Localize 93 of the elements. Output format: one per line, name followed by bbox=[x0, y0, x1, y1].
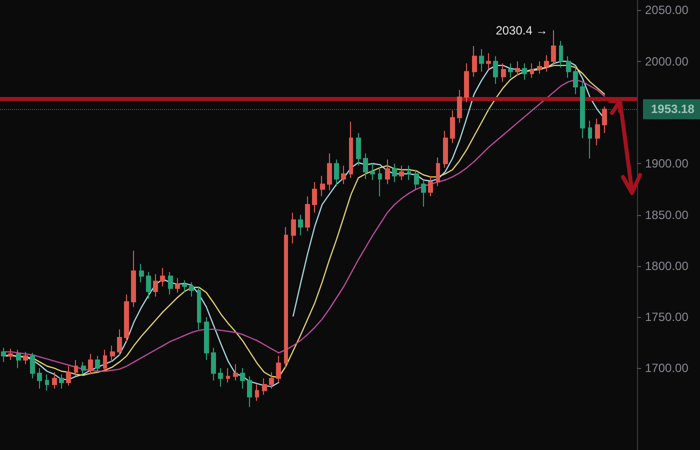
candlestick bbox=[580, 81, 585, 139]
candlestick bbox=[392, 163, 397, 183]
candlestick bbox=[363, 152, 368, 180]
candlestick bbox=[211, 347, 216, 381]
candlestick bbox=[588, 120, 592, 160]
y-tick-label: 2000.00 bbox=[645, 54, 689, 68]
candlestick bbox=[8, 348, 13, 360]
candlestick bbox=[464, 62, 469, 103]
candlestick bbox=[218, 368, 223, 388]
candlestick bbox=[226, 368, 230, 383]
candlestick bbox=[52, 372, 57, 390]
y-tick-label: 1700.00 bbox=[645, 361, 689, 376]
candlestick bbox=[559, 40, 563, 68]
candlestick bbox=[399, 165, 404, 180]
candlestick bbox=[168, 272, 173, 296]
candlestick bbox=[327, 152, 332, 191]
candlestick bbox=[117, 328, 122, 356]
candlestick bbox=[1, 347, 6, 363]
candlestick bbox=[436, 157, 440, 187]
candlestick bbox=[530, 62, 534, 78]
candlestick bbox=[428, 175, 433, 197]
candlestick bbox=[457, 90, 462, 124]
candlestick bbox=[334, 159, 339, 187]
candlestick bbox=[537, 60, 542, 74]
candlestick bbox=[450, 110, 455, 144]
annotation: 2030.4 → bbox=[496, 23, 548, 38]
y-tick-label: 2050.00 bbox=[645, 3, 689, 18]
y-tick-label: 1750.00 bbox=[645, 310, 689, 324]
candlestick bbox=[204, 316, 209, 360]
candlestick bbox=[486, 52, 491, 70]
candlestick bbox=[370, 163, 375, 180]
candlestick bbox=[247, 376, 252, 408]
candlestick bbox=[501, 62, 506, 82]
candlestick bbox=[291, 212, 296, 244]
candlestick bbox=[421, 180, 426, 208]
candlestick bbox=[378, 167, 382, 197]
candlestick bbox=[81, 362, 86, 375]
candlestick bbox=[175, 278, 180, 293]
candlestick bbox=[240, 368, 245, 390]
candlestick bbox=[573, 66, 578, 95]
candlestick bbox=[566, 56, 571, 78]
candlestick bbox=[414, 169, 419, 191]
candlestick bbox=[284, 226, 288, 369]
candlestick bbox=[103, 349, 107, 372]
candlestick bbox=[544, 54, 549, 72]
candlestick bbox=[182, 280, 187, 293]
candlestick bbox=[262, 378, 267, 396]
candlestick bbox=[153, 274, 158, 298]
candlestick bbox=[443, 130, 448, 168]
candlestick bbox=[131, 250, 136, 308]
candlestick bbox=[269, 372, 274, 390]
candlestick bbox=[16, 349, 21, 369]
candlestick bbox=[124, 294, 129, 342]
candlestick bbox=[74, 360, 78, 377]
candlestick bbox=[349, 121, 353, 178]
ref-line-label: 1953.18 bbox=[651, 102, 695, 116]
candlestick bbox=[139, 263, 144, 283]
candlestick bbox=[37, 368, 42, 390]
candlestick bbox=[189, 282, 194, 298]
candlestick bbox=[515, 60, 520, 76]
candlestick bbox=[197, 286, 201, 330]
candlestick bbox=[255, 384, 259, 402]
candlestick bbox=[23, 351, 28, 365]
candlestick bbox=[595, 118, 600, 146]
candlestick bbox=[312, 182, 317, 214]
candlestick bbox=[602, 106, 607, 134]
candlestick bbox=[30, 352, 35, 379]
candlestick bbox=[160, 267, 165, 287]
candlestick bbox=[95, 355, 100, 373]
candlestick bbox=[407, 165, 411, 180]
candlestick bbox=[341, 165, 346, 185]
y-tick-label: 1800.00 bbox=[645, 258, 689, 273]
candlestick bbox=[508, 62, 513, 78]
candlestick bbox=[320, 175, 325, 197]
candlestick bbox=[385, 159, 390, 185]
candlestick bbox=[88, 353, 93, 375]
y-tick-label: 1850.00 bbox=[645, 208, 689, 222]
candlestick bbox=[551, 30, 556, 66]
candlestick bbox=[45, 374, 49, 392]
candlestick bbox=[59, 374, 64, 390]
candlestick bbox=[305, 196, 310, 232]
candlestick bbox=[522, 62, 527, 80]
candlestick bbox=[146, 272, 151, 300]
y-tick-label: 1900.00 bbox=[645, 156, 689, 171]
candlestick bbox=[66, 366, 71, 386]
candlestick bbox=[276, 355, 281, 383]
candlestick bbox=[298, 214, 303, 236]
candlestick bbox=[479, 48, 484, 72]
candlestick bbox=[472, 46, 477, 78]
candlestick bbox=[110, 345, 115, 363]
candlestick bbox=[356, 132, 361, 166]
candlestick bbox=[233, 364, 238, 381]
candlestick bbox=[493, 56, 498, 84]
